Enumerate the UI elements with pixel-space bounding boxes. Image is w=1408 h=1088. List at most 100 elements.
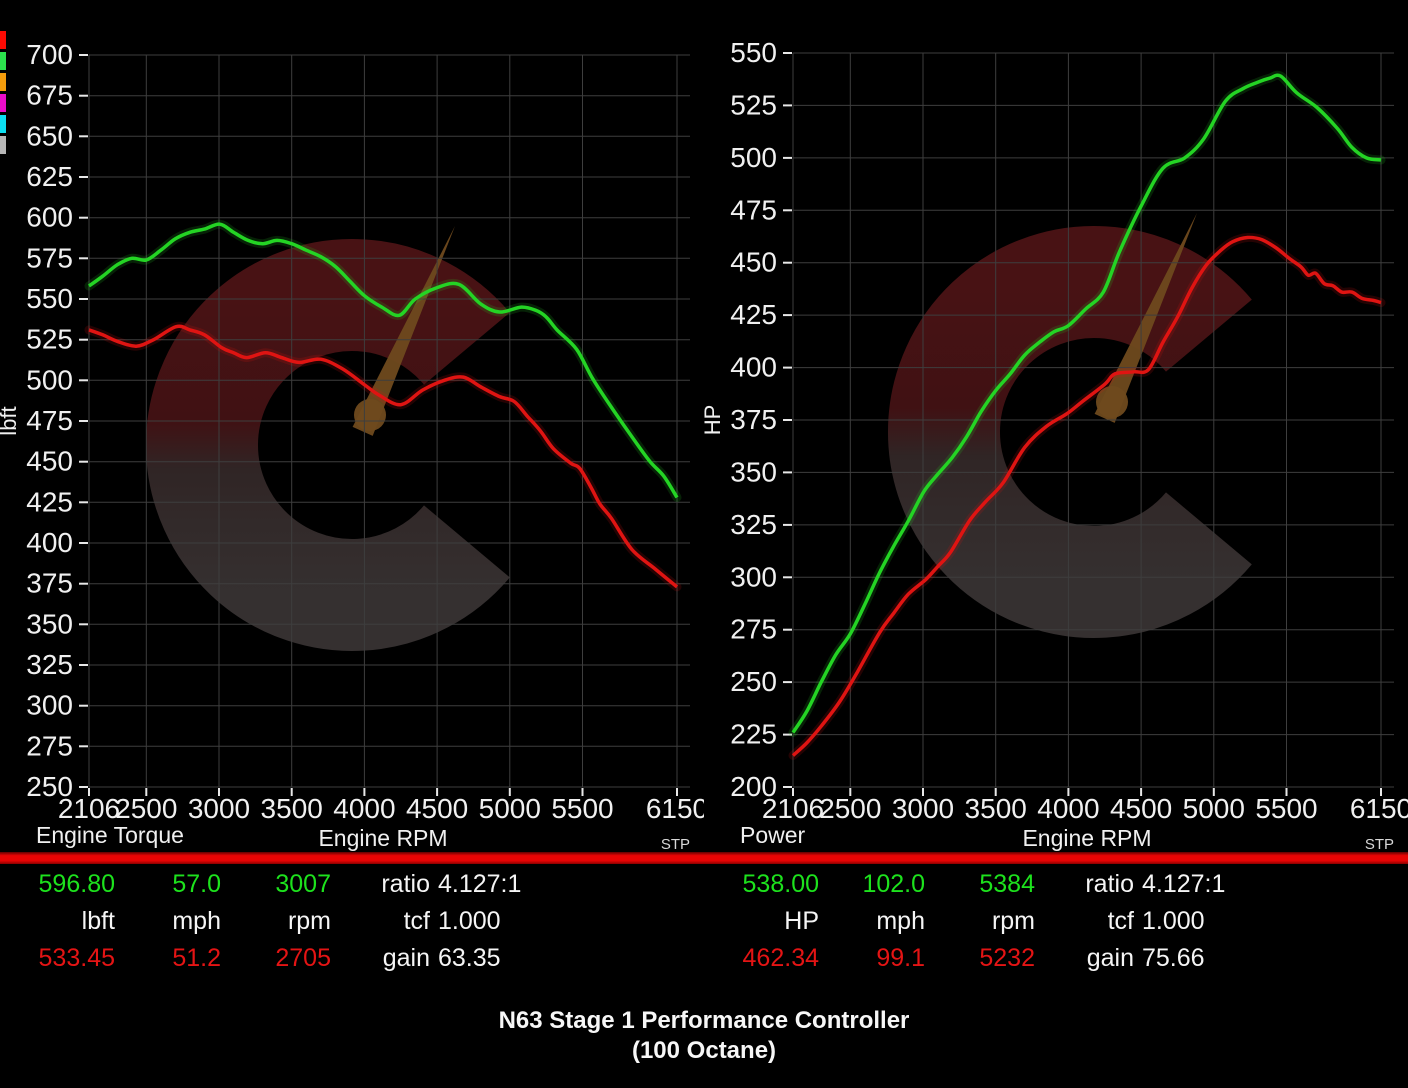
gridlines <box>792 52 1394 788</box>
torque-peak-red: 533.45 <box>38 944 115 972</box>
rpm-unit-label: rpm <box>991 907 1035 935</box>
svg-text:6150: 6150 <box>1350 793 1408 824</box>
separator-bar <box>0 852 1408 864</box>
svg-text:3000: 3000 <box>188 793 250 824</box>
svg-text:300: 300 <box>26 690 73 721</box>
svg-text:275: 275 <box>730 614 777 645</box>
rpm-unit-label: rpm <box>287 907 331 935</box>
corner-label: Engine Torque <box>36 822 184 848</box>
torque-stats-row-green: 596.80 57.0 3007 ratio 4.127:1 <box>0 866 704 903</box>
svg-text:350: 350 <box>26 608 73 639</box>
svg-text:650: 650 <box>26 120 73 151</box>
svg-text:500: 500 <box>730 142 777 173</box>
axis-text-labels: HP Power Engine RPM STP <box>700 405 1394 853</box>
torque-stats-panel: 596.80 57.0 3007 ratio 4.127:1 lbft mph r… <box>0 864 704 994</box>
y-axis-label: lbft <box>0 406 21 435</box>
svg-text:5500: 5500 <box>551 793 613 824</box>
gain-value: 63.35 <box>438 944 501 972</box>
legend-swatch-red <box>0 31 6 49</box>
svg-text:575: 575 <box>26 242 73 273</box>
run-title-line1: N63 Stage 1 Performance Controller <box>498 1007 910 1034</box>
power-modified-green-curve <box>791 73 1382 734</box>
svg-text:450: 450 <box>730 247 777 278</box>
rpm-red: 2705 <box>275 944 331 972</box>
svg-text:425: 425 <box>26 486 73 517</box>
gauge-watermark-logo <box>146 226 510 651</box>
svg-text:3500: 3500 <box>261 793 323 824</box>
axis-text-labels: lbft Engine Torque Engine RPM STP <box>0 406 690 853</box>
torque-stock-red-curve <box>88 324 679 589</box>
svg-text:350: 350 <box>730 456 777 487</box>
axis-ticks-and-labels: 200 225 250 275 300 325 350 375 400 425 450 475 500 5… <box>730 37 1408 824</box>
x-axis-label: Engine RPM <box>318 825 447 851</box>
speed-unit-label: mph <box>876 907 925 935</box>
run-color-legend <box>0 31 8 157</box>
svg-text:400: 400 <box>26 527 73 558</box>
svg-text:5000: 5000 <box>479 793 541 824</box>
torque-unit-label: lbft <box>81 907 115 935</box>
svg-text:375: 375 <box>26 568 73 599</box>
svg-text:5000: 5000 <box>1183 793 1245 824</box>
ratio-label: ratio <box>1085 870 1134 898</box>
svg-text:600: 600 <box>26 202 73 233</box>
power-chart-svg: 200 225 250 275 300 325 350 375 400 425 450 475 500 5… <box>700 37 1408 853</box>
corner-label: Power <box>740 822 806 848</box>
run-title-line2: (100 Octane) <box>631 1037 777 1064</box>
power-stats-row-red: 462.34 99.1 5232 gain 75.66 <box>704 940 1408 977</box>
legend-swatch-gray <box>0 136 6 154</box>
torque-chart-svg: 250 275 300 325 350 375 400 425 450 475 500 525 550 5… <box>0 39 708 853</box>
power-stats-panel: 538.00 102.0 5384 ratio 4.127:1 HP mph rp… <box>704 864 1408 994</box>
speed-red: 51.2 <box>172 944 221 972</box>
torque-stats-row-red: 533.45 51.2 2705 gain 63.35 <box>0 940 704 977</box>
gauge-watermark-logo <box>888 213 1252 638</box>
svg-text:4500: 4500 <box>1110 793 1172 824</box>
stats-area: 596.80 57.0 3007 ratio 4.127:1 lbft mph r… <box>0 864 1408 996</box>
svg-text:425: 425 <box>730 299 777 330</box>
speed-red: 99.1 <box>876 944 925 972</box>
svg-text:675: 675 <box>26 80 73 111</box>
legend-swatch-cyan <box>0 115 6 133</box>
power-peak-green: 538.00 <box>742 870 819 898</box>
rpm-green: 3007 <box>275 870 331 898</box>
svg-text:4000: 4000 <box>1037 793 1099 824</box>
legend-swatch-orange <box>0 73 6 91</box>
svg-text:4000: 4000 <box>333 793 395 824</box>
svg-text:4500: 4500 <box>406 793 468 824</box>
gain-value: 75.66 <box>1142 944 1205 972</box>
torque-peak-green: 596.80 <box>38 870 115 898</box>
svg-text:375: 375 <box>730 404 777 435</box>
stp-correction-label: STP <box>661 836 690 852</box>
svg-text:3500: 3500 <box>965 793 1027 824</box>
speed-unit-label: mph <box>172 907 221 935</box>
svg-text:450: 450 <box>26 446 73 477</box>
tcf-label: tcf <box>1107 907 1134 935</box>
svg-text:6150: 6150 <box>646 793 704 824</box>
svg-text:475: 475 <box>26 405 73 436</box>
svg-text:400: 400 <box>730 352 777 383</box>
power-unit-label: HP <box>784 907 819 935</box>
svg-text:525: 525 <box>26 324 73 355</box>
svg-text:500: 500 <box>26 364 73 395</box>
power-peak-red: 462.34 <box>742 944 819 972</box>
svg-text:200: 200 <box>730 771 777 802</box>
svg-text:475: 475 <box>730 194 777 225</box>
power-stats-row-green: 538.00 102.0 5384 ratio 4.127:1 <box>704 866 1408 903</box>
svg-text:300: 300 <box>730 561 777 592</box>
stp-correction-label: STP <box>1365 836 1394 852</box>
gain-label: gain <box>382 944 430 972</box>
gauge-needle-icon <box>352 226 455 436</box>
svg-text:5500: 5500 <box>1255 793 1317 824</box>
legend-swatch-green <box>0 52 6 70</box>
svg-text:275: 275 <box>26 730 73 761</box>
speed-green: 102.0 <box>862 870 925 898</box>
svg-text:625: 625 <box>26 161 73 192</box>
svg-text:2500: 2500 <box>819 793 881 824</box>
ratio-label: ratio <box>381 870 430 898</box>
power-stock-red-curve <box>791 235 1382 757</box>
ratio-value: 4.127:1 <box>438 870 522 898</box>
rpm-green: 5384 <box>979 870 1035 898</box>
power-stats-row-units: HP mph rpm tcf 1.000 <box>704 903 1408 940</box>
svg-text:2106: 2106 <box>762 793 824 824</box>
tcf-value: 1.000 <box>1142 907 1205 935</box>
svg-text:225: 225 <box>730 719 777 750</box>
